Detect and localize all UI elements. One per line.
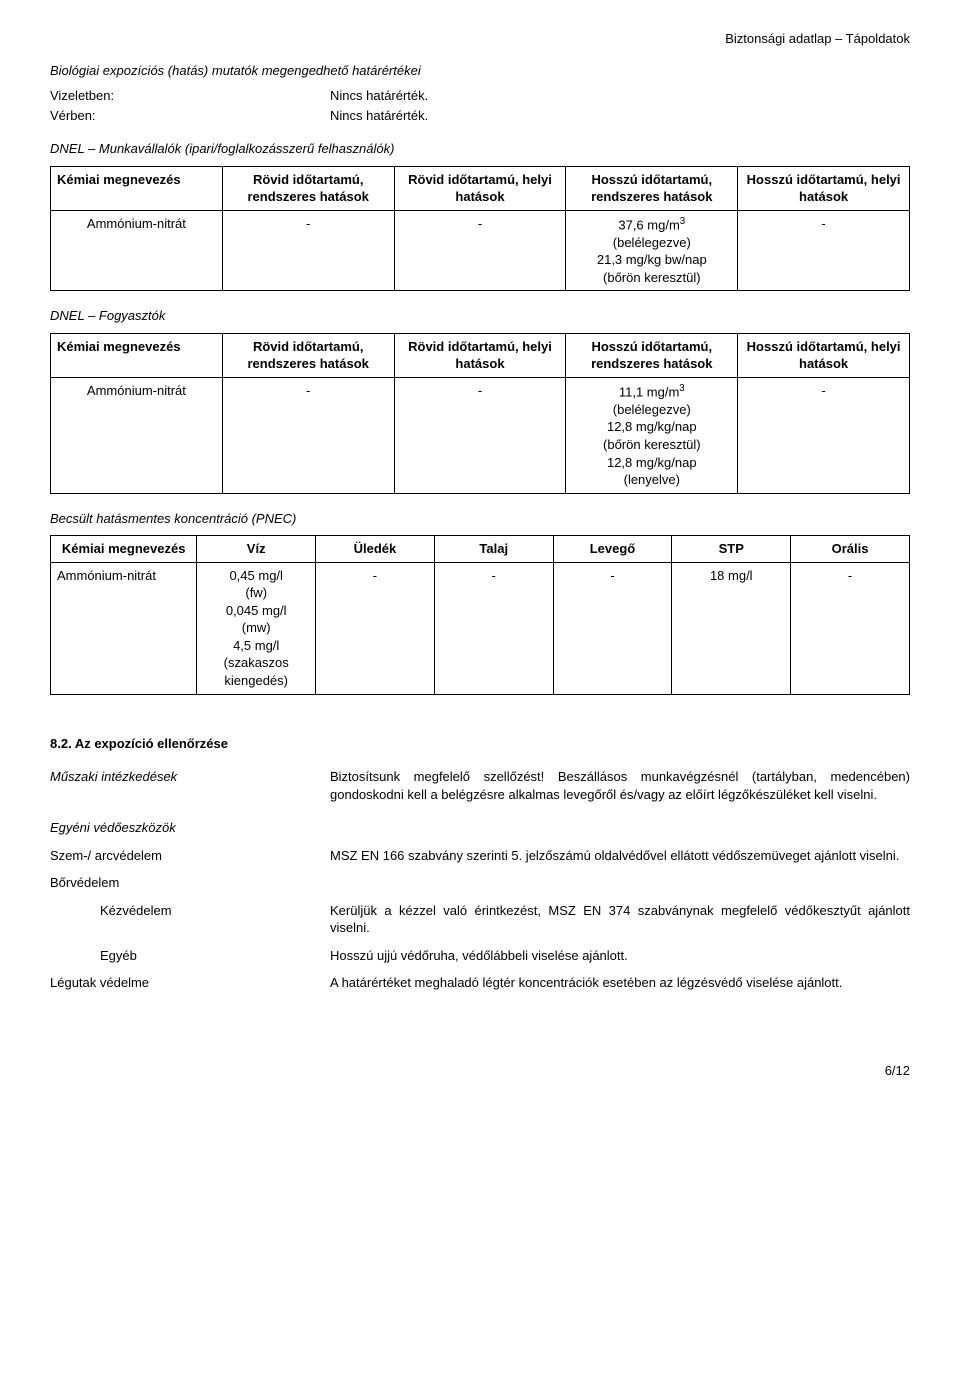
val: 0,045 mg/l: [226, 603, 287, 618]
th-name: Kémiai megnevezés: [51, 166, 223, 210]
th: Víz: [197, 536, 316, 563]
table-row: Ammónium-nitrát 0,45 mg/l (fw) 0,045 mg/…: [51, 562, 910, 694]
td: -: [738, 210, 910, 291]
th-name: Kémiai megnevezés: [51, 333, 223, 377]
td: -: [553, 562, 672, 694]
td: -: [222, 210, 394, 291]
val: (belélegezve): [613, 235, 691, 250]
sup: 3: [680, 216, 685, 227]
val: (bőrön keresztül): [603, 270, 701, 285]
th: Rövid időtartamú, helyi hatások: [394, 333, 566, 377]
kez-label: Kézvédelem: [50, 902, 330, 937]
th: Üledék: [316, 536, 435, 563]
dnel1-table: Kémiai megnevezés Rövid időtartamú, rend…: [50, 166, 910, 292]
sec82-title: 8.2. Az expozíció ellenőrzése: [50, 735, 910, 753]
th: Orális: [791, 536, 910, 563]
val: (belélegezve): [613, 402, 691, 417]
page-number: 6/12: [50, 1062, 910, 1080]
val: 0,45 mg/l: [229, 568, 282, 583]
kez-text: Kerüljük a kézzel való érintkezést, MSZ …: [330, 902, 910, 937]
td: 11,1 mg/m3 (belélegezve) 12,8 mg/kg/nap …: [566, 377, 738, 493]
td: 37,6 mg/m3 (belélegezve) 21,3 mg/kg bw/n…: [566, 210, 738, 291]
th: STP: [672, 536, 791, 563]
th: Hosszú időtartamú, helyi hatások: [738, 166, 910, 210]
td: -: [738, 377, 910, 493]
val: 4,5 mg/l: [233, 638, 279, 653]
muszaki-text: Biztosítsunk megfelelő szellőzést! Beszá…: [330, 768, 910, 803]
th: Hosszú időtartamú, rendszeres hatások: [566, 333, 738, 377]
bio-value: Nincs határérték.: [330, 107, 910, 125]
szem-label: Szem-/ arcvédelem: [50, 847, 330, 865]
dnel1-title: DNEL – Munkavállalók (ipari/foglalkozáss…: [50, 140, 910, 158]
th: Levegő: [553, 536, 672, 563]
legutak-label: Légutak védelme: [50, 974, 330, 992]
szem-text: MSZ EN 166 szabvány szerinti 5. jelzőszá…: [330, 847, 910, 865]
pnec-title: Becsült hatásmentes koncentráció (PNEC): [50, 510, 910, 528]
doc-header: Biztonsági adatlap – Tápoldatok: [50, 30, 910, 48]
table-row: Kémiai megnevezés Rövid időtartamú, rend…: [51, 166, 910, 210]
val: 21,3 mg/kg bw/nap: [597, 252, 707, 267]
td-name: Ammónium-nitrát: [51, 562, 197, 694]
dnel2-table: Kémiai megnevezés Rövid időtartamú, rend…: [50, 333, 910, 494]
bio-row: Vizeletben: Nincs határérték.: [50, 87, 910, 105]
bio-label: Vizeletben:: [50, 87, 330, 105]
val: (lenyelve): [624, 472, 680, 487]
table-row: Ammónium-nitrát - - 37,6 mg/m3 (belélege…: [51, 210, 910, 291]
val: 11,1 mg/m: [619, 384, 679, 399]
table-row: Ammónium-nitrát - - 11,1 mg/m3 (belélege…: [51, 377, 910, 493]
val: (szakaszos kiengedés): [224, 655, 289, 688]
td: 18 mg/l: [672, 562, 791, 694]
th: Hosszú időtartamú, helyi hatások: [738, 333, 910, 377]
bio-title: Biológiai expozíciós (hatás) mutatók meg…: [50, 62, 910, 80]
val: (bőrön keresztül): [603, 437, 701, 452]
td: -: [394, 377, 566, 493]
td: -: [316, 562, 435, 694]
bio-label: Vérben:: [50, 107, 330, 125]
egyeb-label: Egyéb: [50, 947, 330, 965]
val: (fw): [245, 585, 267, 600]
td: 0,45 mg/l (fw) 0,045 mg/l (mw) 4,5 mg/l …: [197, 562, 316, 694]
td-name: Ammónium-nitrát: [51, 377, 223, 493]
legutak-text: A határértéket meghaladó légtér koncentr…: [330, 974, 910, 992]
table-row: Kémiai megnevezés Rövid időtartamú, rend…: [51, 333, 910, 377]
td: -: [394, 210, 566, 291]
val: 12,8 mg/kg/nap: [607, 455, 697, 470]
val: 37,6 mg/m: [618, 217, 679, 232]
val: (mw): [242, 620, 271, 635]
td-name: Ammónium-nitrát: [51, 210, 223, 291]
egyeni-title: Egyéni védőeszközök: [50, 819, 910, 837]
td: -: [222, 377, 394, 493]
muszaki-label: Műszaki intézkedések: [50, 768, 330, 803]
bor-label: Bőrvédelem: [50, 874, 910, 892]
th: Kémiai megnevezés: [51, 536, 197, 563]
th: Talaj: [434, 536, 553, 563]
th: Rövid időtartamú, rendszeres hatások: [222, 166, 394, 210]
egyeb-text: Hosszú ujjú védőruha, védőlábbeli viselé…: [330, 947, 910, 965]
td: -: [791, 562, 910, 694]
th: Rövid időtartamú, rendszeres hatások: [222, 333, 394, 377]
sup: 3: [679, 383, 684, 394]
table-row: Kémiai megnevezés Víz Üledék Talaj Leveg…: [51, 536, 910, 563]
th: Hosszú időtartamú, rendszeres hatások: [566, 166, 738, 210]
val: 12,8 mg/kg/nap: [607, 419, 697, 434]
th: Rövid időtartamú, helyi hatások: [394, 166, 566, 210]
td: -: [434, 562, 553, 694]
pnec-table: Kémiai megnevezés Víz Üledék Talaj Leveg…: [50, 535, 910, 694]
bio-value: Nincs határérték.: [330, 87, 910, 105]
bio-row: Vérben: Nincs határérték.: [50, 107, 910, 125]
dnel2-title: DNEL – Fogyasztók: [50, 307, 910, 325]
